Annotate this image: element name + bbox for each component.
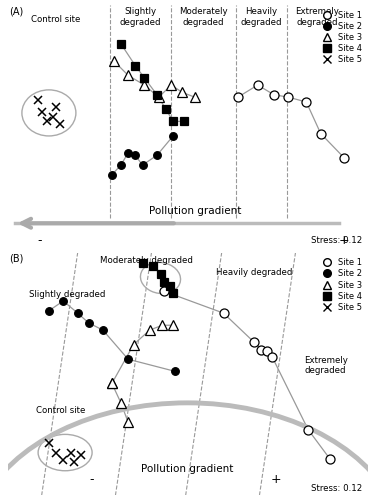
Legend: Site 1, Site 2, Site 3, Site 4, Site 5: Site 1, Site 2, Site 3, Site 4, Site 5 [317,9,363,66]
Text: Pollution gradient: Pollution gradient [141,464,234,474]
Legend: Site 1, Site 2, Site 3, Site 4, Site 5: Site 1, Site 2, Site 3, Site 4, Site 5 [317,256,363,314]
Text: Slightly degraded: Slightly degraded [29,290,105,299]
Text: Heavily
degraded: Heavily degraded [240,8,282,27]
Text: Stress: 0.12: Stress: 0.12 [311,484,362,492]
Text: -: - [90,472,94,486]
Text: Heavily degraded: Heavily degraded [216,268,292,278]
Text: Extremely
degraded: Extremely degraded [295,8,339,27]
Text: +: + [270,472,281,486]
Text: (A): (A) [9,6,24,16]
Text: -: - [38,234,42,246]
Text: Stress: 0.12: Stress: 0.12 [311,236,362,245]
Text: (B): (B) [9,254,24,264]
Text: Extremely
degraded: Extremely degraded [304,356,348,375]
Text: Control site: Control site [36,406,86,416]
Text: Control site: Control site [32,14,81,24]
Text: Pollution gradient: Pollution gradient [148,206,241,216]
Text: +: + [339,234,350,246]
Text: Slightly
degraded: Slightly degraded [120,8,162,27]
Text: Moderately degraded: Moderately degraded [100,256,192,265]
Text: Moderately
degraded: Moderately degraded [179,8,228,27]
